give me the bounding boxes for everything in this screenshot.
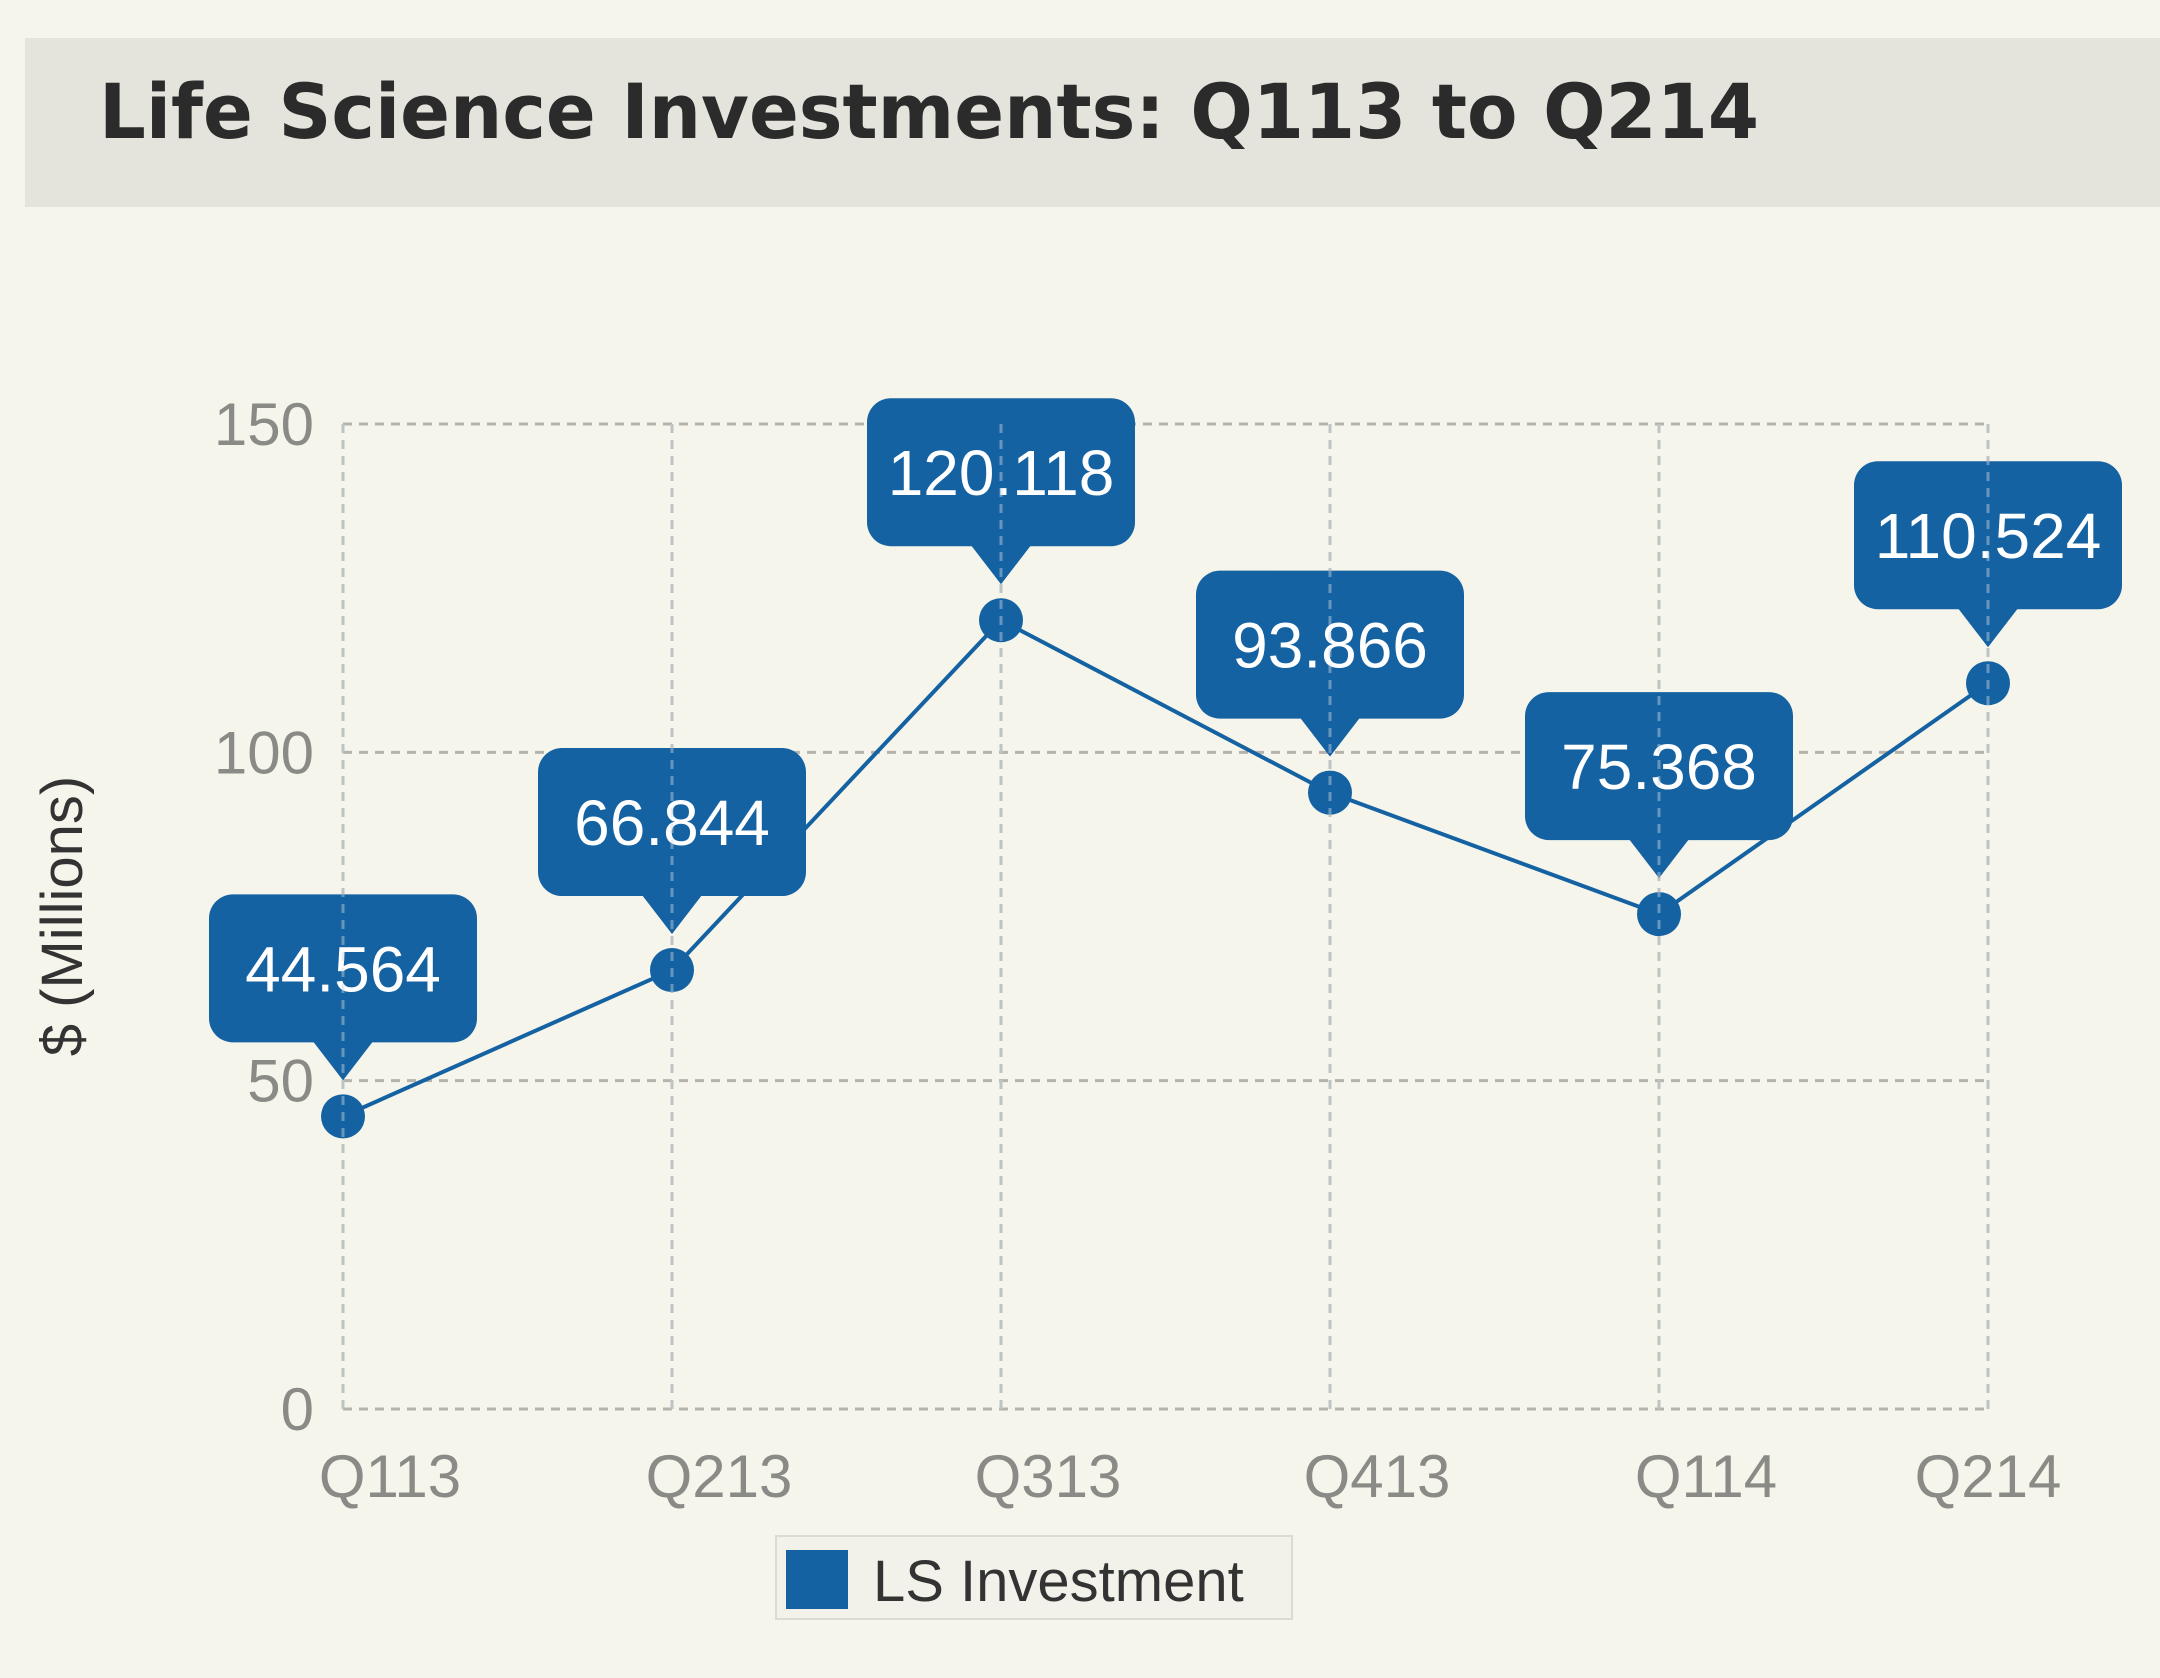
data-labels: 44.564 66.844 120.118 93.866 75.368 110.524 — [209, 398, 2122, 1081]
data-label-tooltip: 93.866 — [1196, 570, 1464, 757]
tooltip-box — [538, 748, 806, 897]
y-tick-label: 150 — [214, 391, 314, 458]
x-tick-label: Q214 — [1915, 1443, 2062, 1510]
y-axis-title: $ (Millions) — [30, 776, 95, 1056]
data-label: 44.564 — [245, 933, 441, 1005]
data-label-tooltip: 120.118 — [867, 398, 1135, 585]
tooltip-pointer — [313, 1041, 373, 1081]
grid-overlay — [341, 424, 1990, 1409]
y-tick-label: 100 — [214, 719, 314, 786]
tooltip-box — [867, 398, 1135, 547]
y-tick-label: 50 — [247, 1048, 314, 1115]
series-ls-investment — [321, 598, 2010, 1139]
x-axis-ticks: Q113 Q213 Q313 Q413 Q114 Q214 — [319, 1443, 2062, 1510]
x-tick-label: Q114 — [1635, 1443, 1777, 1510]
data-point — [321, 1094, 365, 1139]
data-point — [979, 598, 1023, 643]
tooltip-box — [1854, 461, 2122, 610]
data-point — [1308, 770, 1352, 815]
data-label-tooltip: 66.844 — [538, 748, 806, 935]
legend[interactable]: LS Investment — [775, 1535, 1293, 1620]
legend-box — [775, 1535, 1293, 1620]
data-label: 93.866 — [1232, 610, 1428, 682]
data-label-tooltip: 110.524 — [1854, 461, 2122, 648]
data-label: 120.118 — [888, 437, 1115, 509]
chart-title: Life Science Investments: Q113 to Q214 — [99, 67, 1759, 156]
tooltip-pointer — [1958, 608, 2018, 648]
y-tick-label: 0 — [281, 1376, 314, 1443]
tooltip-pointer — [1629, 839, 1689, 879]
legend-label: LS Investment — [873, 1549, 1244, 1614]
tooltip-box — [1196, 570, 1464, 719]
x-tick-label: Q313 — [975, 1443, 1122, 1510]
data-label: 110.524 — [1875, 500, 2102, 572]
title-band — [25, 38, 2160, 207]
tooltip-pointer — [1300, 717, 1360, 757]
series-line — [342, 617, 1990, 1119]
data-point — [650, 948, 694, 993]
tooltip-pointer — [971, 545, 1031, 585]
x-tick-label: Q213 — [646, 1443, 793, 1510]
legend-swatch — [786, 1550, 848, 1609]
data-label: 66.844 — [574, 787, 770, 859]
data-label-tooltip: 44.564 — [209, 894, 477, 1081]
y-axis-ticks: 0 50 100 150 — [214, 391, 314, 1443]
data-point — [1966, 661, 2010, 706]
tooltip-box — [209, 894, 477, 1043]
data-label: 75.368 — [1561, 731, 1757, 803]
x-tick-label: Q413 — [1304, 1443, 1451, 1510]
data-label-tooltip: 75.368 — [1525, 692, 1793, 879]
x-tick-label: Q113 — [319, 1443, 461, 1510]
tooltip-box — [1525, 692, 1793, 841]
tooltip-pointer — [642, 895, 702, 935]
data-point — [1637, 892, 1681, 937]
